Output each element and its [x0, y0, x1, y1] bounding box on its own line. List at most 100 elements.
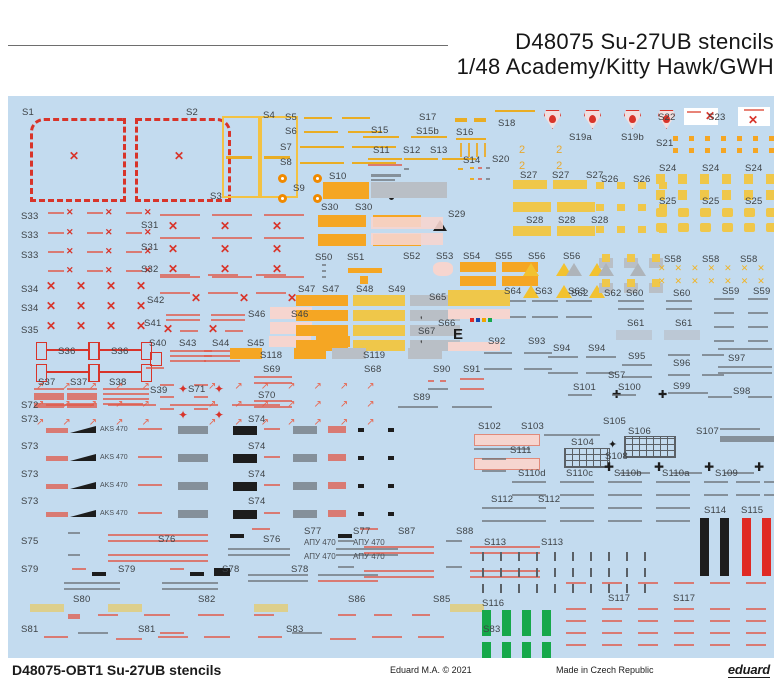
decal-s116-bar — [522, 642, 531, 658]
decal-label-s32: S32 — [141, 264, 159, 275]
footer-origin: Made in Czech Republic — [556, 665, 654, 675]
decal-label-s1: S1 — [22, 107, 35, 118]
decal-label-s106: S106 — [628, 426, 651, 437]
decal-apu-text: AKS 470 — [100, 454, 128, 461]
decal-label-s31: S31 — [141, 220, 159, 231]
decal-s20-digits: 2 2 — [519, 160, 577, 172]
decal-s106-table — [624, 436, 676, 458]
decal-s3-ladder — [222, 116, 260, 198]
decal-label-s83: S83 — [286, 624, 304, 635]
decal-s55-plate — [502, 276, 538, 286]
decal-s29-panel — [371, 182, 447, 198]
decal-label-s43: S43 — [179, 338, 197, 349]
decal-s66-glyph: E — [453, 326, 464, 343]
decal-label-s16: S16 — [456, 127, 474, 138]
decal-label-s62: S62 — [604, 288, 622, 299]
decal-label-s109: S109 — [715, 468, 738, 479]
decal-label-s51: S51 — [347, 252, 365, 263]
decal-s17-glyph — [474, 118, 486, 122]
decal-label-s100: S100 — [618, 382, 641, 393]
footer-sheet-code: D48075-OBT1 Su-27UB stencils — [12, 662, 222, 678]
decal-label-s8: S8 — [280, 157, 293, 168]
decal-label-s68: S68 — [364, 364, 382, 375]
decal-label-s96: S96 — [673, 358, 691, 369]
decal-s114-bar — [720, 518, 729, 576]
decal-label-s26: S26 — [633, 174, 651, 185]
decal-label-s60: S60 — [626, 288, 644, 299]
decal-label-s95: S95 — [628, 351, 646, 362]
decal-label-s67: S67 — [418, 326, 436, 337]
decal-label-s115: S115 — [741, 505, 764, 516]
decal-label-s11: S11 — [373, 145, 390, 156]
decal-label-s22: S22 — [658, 112, 676, 123]
decal-s52-box — [371, 217, 443, 229]
decal-label-s56: S56 — [563, 251, 581, 262]
decal-s1-x: ✕ — [69, 149, 80, 163]
decal-label-s110a: S110a — [662, 468, 690, 479]
decal-s77-text: АПУ 470 — [304, 552, 336, 561]
decal-label-s70: S70 — [258, 390, 276, 401]
decal-label-s64: S64 — [504, 286, 522, 297]
decal-label-s30: S30 — [321, 202, 339, 213]
decal-s40-glyph — [150, 352, 162, 366]
decal-label-s56: S56 — [528, 251, 546, 262]
decal-s116-bar — [502, 610, 511, 636]
decal-label-s99: S99 — [673, 381, 691, 392]
decal-s52-box — [371, 233, 443, 245]
decal-label-s26: S26 — [601, 174, 619, 185]
decal-label-s78: S78 — [291, 564, 309, 575]
decal-s116-bar — [502, 642, 511, 658]
decal-label-s60: S60 — [673, 288, 691, 299]
decal-s67-glyph: ‛ — [420, 338, 423, 352]
decal-label-s81: S81 — [138, 624, 156, 635]
decal-s77-text: АПУ 470 — [304, 538, 336, 547]
decal-s19b-emblem — [624, 110, 641, 129]
decal-label-s27: S27 — [520, 170, 538, 181]
decal-s85-strip — [450, 604, 484, 612]
decal-label-s37: S37 — [70, 377, 88, 388]
decal-s6-text — [348, 131, 382, 133]
eduard-logo: eduard — [727, 662, 770, 678]
decal-s115-bar — [742, 518, 751, 576]
page-title: D48075 Su-27UB stencils 1/48 Academy/Kit… — [457, 29, 774, 80]
decal-label-s111: S111 — [510, 445, 532, 456]
decal-label-s24: S24 — [745, 163, 763, 174]
decal-label-s28: S28 — [526, 215, 544, 226]
decal-label-s24: S24 — [702, 163, 720, 174]
decal-sheet: ✕ ✕ — [8, 96, 774, 658]
decal-label-s107: S107 — [696, 426, 719, 437]
decal-label-s73: S73 — [21, 414, 39, 425]
decal-s22-x: ✕ — [705, 109, 716, 123]
decal-s5-text — [304, 117, 332, 119]
decal-label-s34: S34 — [21, 284, 39, 295]
decal-label-s59: S59 — [722, 286, 740, 297]
decal-label-s6: S6 — [285, 126, 298, 137]
decal-s62-triangle — [630, 263, 646, 276]
decal-label-s103: S103 — [521, 421, 544, 432]
decal-label-s24: S24 — [659, 163, 677, 174]
decal-label-s113: S113 — [484, 537, 507, 548]
decal-label-s117: S117 — [608, 593, 631, 604]
decal-s2-x: ✕ — [174, 149, 185, 163]
decal-s22-text — [687, 111, 701, 113]
decal-label-s17: S17 — [419, 112, 437, 123]
decal-label-s89: S89 — [413, 392, 431, 403]
decal-label-s5: S5 — [285, 112, 298, 123]
decal-s116-bar — [542, 642, 551, 658]
decal-label-s90: S90 — [433, 364, 451, 375]
decal-s5-text — [342, 117, 370, 119]
decal-s19a-emblem — [544, 110, 561, 129]
decal-s66-box — [448, 342, 500, 351]
decal-label-s108: S108 — [605, 451, 628, 462]
decal-label-s28: S28 — [558, 215, 576, 226]
decal-label-s27: S27 — [552, 170, 570, 181]
decal-s10-plate — [323, 182, 369, 199]
decal-s62-triangle — [598, 263, 614, 276]
decal-label-s118: S118 — [260, 350, 283, 361]
decal-label-s52: S52 — [403, 251, 421, 262]
decal-s8-text — [352, 162, 396, 164]
decal-label-s25: S25 — [745, 196, 763, 207]
decal-s77-text: АПУ 470 — [353, 552, 385, 561]
decal-label-s97: S97 — [728, 353, 746, 364]
decal-label-s75: S75 — [21, 536, 39, 547]
